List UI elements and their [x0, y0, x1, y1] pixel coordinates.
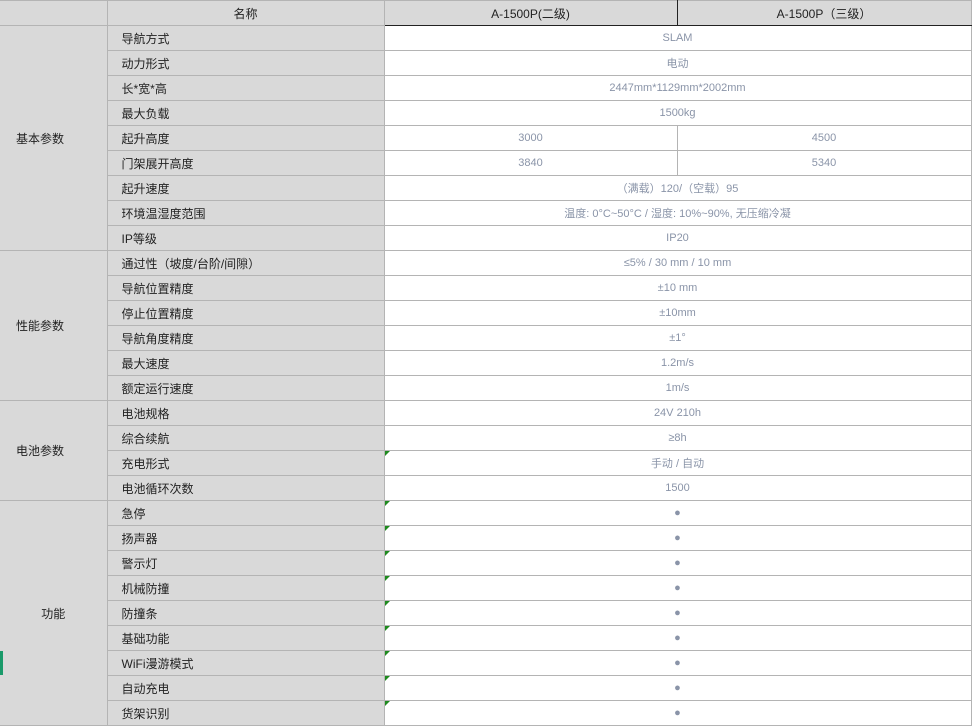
param-name[interactable]: 最大负载: [106, 100, 385, 126]
table-row: WiFi漫游模式 ●: [0, 650, 972, 676]
param-value[interactable]: IP20: [383, 225, 972, 251]
param-name[interactable]: 充电形式: [106, 450, 385, 476]
param-name[interactable]: 货架识别: [106, 700, 385, 726]
param-value[interactable]: ±10mm: [383, 300, 972, 326]
param-value[interactable]: 电动: [383, 50, 972, 76]
param-name[interactable]: 急停: [106, 500, 385, 526]
param-value[interactable]: 1500kg: [383, 100, 972, 126]
group-cell[interactable]: 基本参数: [0, 25, 108, 251]
table-row: 门架展开高度 3840 5340: [0, 150, 972, 176]
param-value[interactable]: ●: [383, 550, 972, 576]
table-row: 起升高度 3000 4500: [0, 125, 972, 151]
param-name[interactable]: 机械防撞: [106, 575, 385, 601]
param-value[interactable]: 1500: [383, 475, 972, 501]
param-name[interactable]: 额定运行速度: [106, 375, 385, 401]
param-value[interactable]: ≤5% / 30 mm / 10 mm: [383, 250, 972, 276]
param-name[interactable]: 综合续航: [106, 425, 385, 451]
header-name[interactable]: 名称: [106, 0, 385, 26]
param-value[interactable]: ●: [383, 600, 972, 626]
param-name[interactable]: 自动充电: [106, 675, 385, 701]
param-value[interactable]: ≥8h: [383, 425, 972, 451]
table-row: 起升速度 （满载）120/（空载）95: [0, 175, 972, 201]
table-row: IP等级 IP20: [0, 225, 972, 251]
table-row: 最大速度 1.2m/s: [0, 350, 972, 376]
table-row: 机械防撞 ●: [0, 575, 972, 601]
table-row: 导航角度精度 ±1°: [0, 325, 972, 351]
param-value[interactable]: ±10 mm: [383, 275, 972, 301]
param-name[interactable]: 导航角度精度: [106, 325, 385, 351]
param-value[interactable]: 2447mm*1129mm*2002mm: [383, 75, 972, 101]
param-value[interactable]: SLAM: [383, 25, 972, 51]
corner-cell[interactable]: [0, 0, 108, 26]
table-row: 性能参数 通过性（坡度/台阶/间隙） ≤5% / 30 mm / 10 mm: [0, 250, 972, 401]
param-value[interactable]: ●: [383, 650, 972, 676]
param-value[interactable]: ●: [383, 500, 972, 526]
param-value-v1[interactable]: 3840: [383, 150, 678, 176]
header-row: 名称 A-1500P(二级) A-1500P（三级）: [0, 0, 972, 26]
param-value[interactable]: 手动 / 自动: [383, 450, 972, 476]
table-row: 动力形式 电动: [0, 50, 972, 76]
param-value[interactable]: ●: [383, 625, 972, 651]
table-row: 电池循环次数 1500: [0, 475, 972, 501]
table-row: 基本参数 导航方式 SLAM: [0, 25, 972, 251]
param-name[interactable]: 最大速度: [106, 350, 385, 376]
param-name[interactable]: 警示灯: [106, 550, 385, 576]
param-value-v2[interactable]: 5340: [676, 150, 972, 176]
param-value[interactable]: 温度: 0°C~50°C / 湿度: 10%~90%, 无压缩冷凝: [383, 200, 972, 226]
header-model-2[interactable]: A-1500P(二级): [383, 0, 678, 26]
param-value[interactable]: ±1°: [383, 325, 972, 351]
row-selection-indicator: [0, 651, 3, 675]
param-name[interactable]: 基础功能: [106, 625, 385, 651]
param-value[interactable]: 24V 210h: [383, 400, 972, 426]
param-name[interactable]: 门架展开高度: [106, 150, 385, 176]
param-name[interactable]: 通过性（坡度/台阶/间隙）: [106, 250, 385, 276]
param-name[interactable]: 环境温湿度范围: [106, 200, 385, 226]
param-name[interactable]: 起升速度: [106, 175, 385, 201]
param-value[interactable]: ●: [383, 525, 972, 551]
table-row: 综合续航 ≥8h: [0, 425, 972, 451]
table-row: 额定运行速度 1m/s: [0, 375, 972, 401]
group-cell[interactable]: 电池参数: [0, 400, 108, 501]
table-row: 电池参数 电池规格 24V 210h: [0, 400, 972, 501]
table-row: 最大负载 1500kg: [0, 100, 972, 126]
param-name[interactable]: 停止位置精度: [106, 300, 385, 326]
param-name[interactable]: 电池规格: [106, 400, 385, 426]
param-value-v2[interactable]: 4500: [676, 125, 972, 151]
param-name[interactable]: 动力形式: [106, 50, 385, 76]
param-name[interactable]: WiFi漫游模式: [106, 650, 385, 676]
param-value[interactable]: ●: [383, 700, 972, 726]
param-name[interactable]: 扬声器: [106, 525, 385, 551]
param-name[interactable]: 导航方式: [106, 25, 385, 51]
param-value[interactable]: ●: [383, 675, 972, 701]
table-row: 充电形式 手动 / 自动: [0, 450, 972, 476]
param-name[interactable]: 电池循环次数: [106, 475, 385, 501]
table-row: 防撞条 ●: [0, 600, 972, 626]
header-model-3[interactable]: A-1500P（三级）: [676, 0, 972, 26]
param-value-v1[interactable]: 3000: [383, 125, 678, 151]
param-name[interactable]: 导航位置精度: [106, 275, 385, 301]
param-name[interactable]: IP等级: [106, 225, 385, 251]
table-row: 基础功能 ●: [0, 625, 972, 651]
table-row: 自动充电 ●: [0, 675, 972, 701]
group-cell[interactable]: 功能: [0, 500, 108, 726]
param-name[interactable]: 防撞条: [106, 600, 385, 626]
table-row: 环境温湿度范围 温度: 0°C~50°C / 湿度: 10%~90%, 无压缩冷凝: [0, 200, 972, 226]
param-value[interactable]: ●: [383, 575, 972, 601]
group-cell[interactable]: 性能参数: [0, 250, 108, 401]
table-row: 长*宽*高 2447mm*1129mm*2002mm: [0, 75, 972, 101]
table-row: 扬声器 ●: [0, 525, 972, 551]
param-value[interactable]: 1.2m/s: [383, 350, 972, 376]
table-row: 功能 急停 ●: [0, 500, 972, 726]
table-row: 货架识别 ●: [0, 700, 972, 726]
table-row: 停止位置精度 ±10mm: [0, 300, 972, 326]
param-name[interactable]: 长*宽*高: [106, 75, 385, 101]
table-row: 导航位置精度 ±10 mm: [0, 275, 972, 301]
param-value[interactable]: 1m/s: [383, 375, 972, 401]
param-name[interactable]: 起升高度: [106, 125, 385, 151]
param-value[interactable]: （满载）120/（空载）95: [383, 175, 972, 201]
table-row: 警示灯 ●: [0, 550, 972, 576]
